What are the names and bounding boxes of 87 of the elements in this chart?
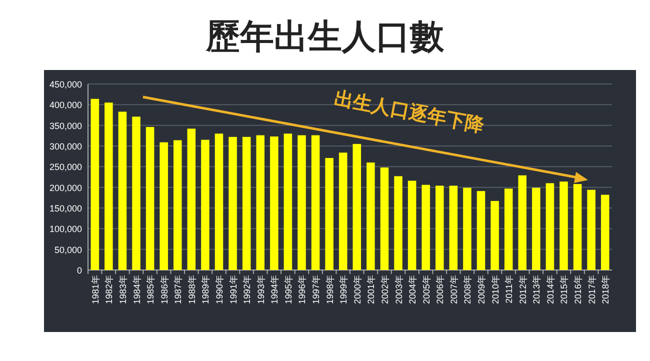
bar [476,191,486,270]
bar [118,112,127,270]
x-tick-label: 1987年 [173,275,184,304]
x-tick-label: 1991年 [228,275,238,304]
bar [504,188,513,270]
x-tick-label: 1984年 [132,275,142,304]
bar [270,136,278,270]
x-tick-label: 2015年 [559,275,570,304]
bar [338,152,348,270]
bar [380,167,389,270]
y-tick-label: 200,000 [49,182,82,193]
x-tick-label: 2017年 [586,275,597,304]
x-tick-label: 2016年 [573,275,584,304]
bar [408,180,416,270]
y-tick-label: 150,000 [49,204,82,214]
x-tick-label: 2011年 [504,275,514,304]
bar [160,142,168,270]
x-tick-label: 2001年 [366,275,376,304]
bar [325,158,334,270]
bar [490,200,499,270]
bar [187,128,196,270]
bar [587,190,596,270]
x-tick-label: 1997年 [311,275,322,304]
bar [284,134,292,270]
bar [422,184,430,270]
bar [560,182,568,270]
bar [146,126,154,270]
x-tick-label: 2009年 [476,275,486,304]
x-tick-label: 2010年 [490,275,500,304]
bar [201,140,210,270]
x-tick-label: 1995年 [283,275,294,304]
x-tick-label: 2006年 [435,275,446,304]
x-tick-label: 2018年 [600,275,611,304]
x-tick-label: 2007年 [448,275,459,304]
y-tick-label: 450,000 [49,80,82,90]
y-tick-label: 50,000 [54,244,82,255]
x-tick-label: 2012年 [518,275,528,304]
x-tick-label: 2000年 [352,275,362,304]
x-tick-label: 1981年 [90,275,100,304]
x-tick-label: 1983年 [118,275,128,304]
y-tick-label: 100,000 [49,224,82,234]
bar [449,186,458,270]
bar [352,144,362,270]
bar [173,140,182,270]
x-tick-label: 2002年 [380,275,390,304]
chart-title: 歷年出生人口數 [205,18,445,56]
bar [104,102,113,270]
x-tick-label: 1990年 [214,275,224,304]
x-tick-label: 1998年 [324,275,335,304]
x-tick-label: 1988年 [186,275,197,304]
bar [532,188,540,270]
x-tick-label: 1986年 [159,275,170,304]
bar [132,116,140,270]
bar [463,188,472,270]
x-tick-label: 1994年 [270,275,280,304]
bar [311,135,320,270]
x-tick-label: 1985年 [146,275,156,304]
x-tick-label: 1993年 [256,275,266,304]
x-tick-label: 2014年 [545,275,556,304]
x-tick-label: 1989年 [200,275,211,304]
x-tick-label: 2004年 [408,275,418,304]
y-tick-label: 350,000 [49,120,82,131]
y-tick-label: 400,000 [49,100,82,110]
bar [298,135,306,270]
bar [256,135,265,270]
x-tick-label: 2005年 [421,275,432,304]
x-tick-label: 1996年 [297,275,308,304]
bar [242,136,251,270]
bar [546,183,554,270]
bar [600,194,610,270]
y-tick-label: 250,000 [49,162,82,172]
x-tick-label: 1982年 [104,275,114,304]
bar [90,98,100,270]
annotation: 出生人口逐年下降 [332,87,487,137]
y-tick-label: 300,000 [49,142,82,152]
x-tick-label: 1992年 [242,275,252,304]
x-tick-label: 2008年 [462,275,473,304]
bar [366,162,375,270]
x-tick-label: 2003年 [394,275,404,304]
bar [228,136,237,270]
x-tick-label: 2013年 [532,275,542,304]
bar [214,134,224,270]
bar [518,175,527,270]
bar [394,176,402,270]
x-tick-label: 1999年 [338,275,349,304]
y-tick-label: 0 [76,266,82,276]
bar [435,186,444,270]
